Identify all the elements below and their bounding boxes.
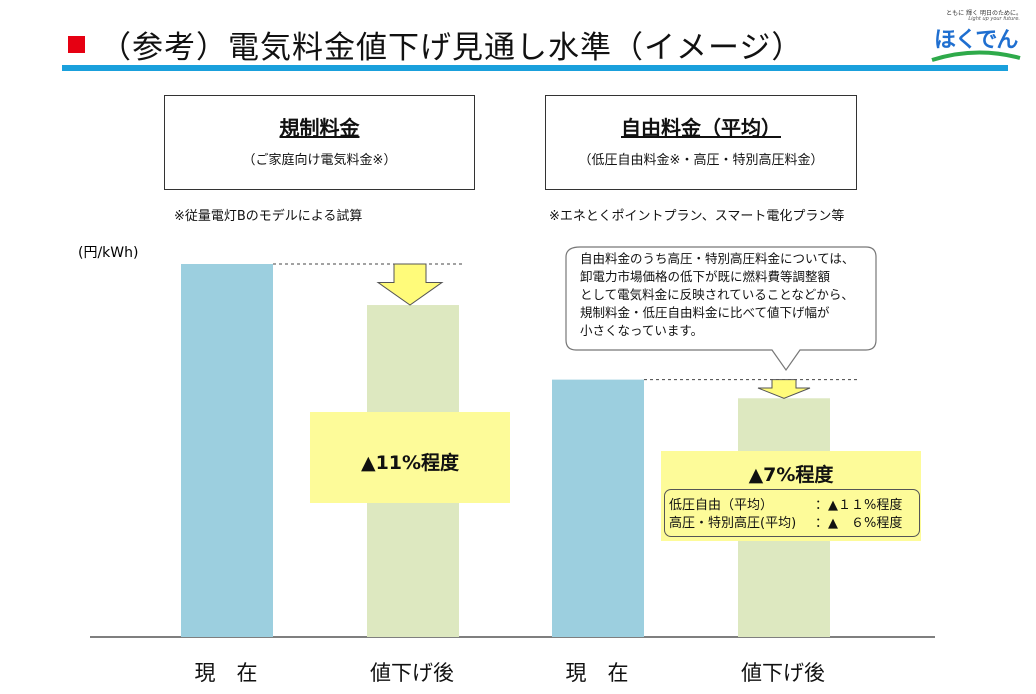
callout-line: 小さくなっています。 xyxy=(580,323,704,338)
liberalized-reduction-value: ▲7%程度 xyxy=(748,464,834,486)
down-arrow-liberalized-icon xyxy=(757,379,811,399)
logo-tagline: ともに 輝く 明日のために。 xyxy=(946,10,1022,17)
x-tick-label: 値下げ後 xyxy=(741,661,825,685)
x-tick-label: 現 在 xyxy=(565,661,629,685)
reduction-detail-box: 低圧自由（平均） ：▲１１%程度 高圧・特別高圧(平均) ：▲ ６%程度 xyxy=(664,489,920,537)
regulated-heading: 規制料金 xyxy=(279,116,360,140)
callout-text: 自由料金のうち高圧・特別高圧料金については、 卸電力市場価格の低下が既に燃料費等… xyxy=(580,250,860,340)
logo-brand: ほくでん xyxy=(934,28,1018,53)
liberalized-heading: 自由料金（平均） xyxy=(621,116,781,140)
down-arrow-regulated-icon xyxy=(376,263,444,306)
detail-label-high-voltage: 高圧・特別高圧(平均) xyxy=(669,516,797,531)
liberalized-note: ※エネとくポイントプラン、スマート電化プラン等 xyxy=(549,209,845,224)
logo-swoosh-icon xyxy=(931,50,1021,62)
callout-line: 自由料金のうち高圧・特別高圧料金については、 xyxy=(580,251,855,266)
liberalized-subheading: （低圧自由料金※・高圧・特別高圧料金） xyxy=(578,153,824,168)
detail-value-high-voltage: ：▲ ６%程度 xyxy=(815,516,903,531)
x-tick-label: 現 在 xyxy=(194,661,258,685)
liberalized-reduction-box: ▲7%程度 低圧自由（平均） ：▲１１%程度 高圧・特別高圧(平均) ：▲ ６%… xyxy=(661,451,921,541)
regulated-subheading: （ご家庭向け電気料金※） xyxy=(242,153,397,168)
page-title: （参考）電気料金値下げ見通し水準（イメージ） xyxy=(100,30,804,66)
callout-line: 卸電力市場価格の低下が既に燃料費等調整額 xyxy=(580,269,831,284)
callout-line: として電気料金に反映されていることなどから、 xyxy=(580,287,854,302)
regulated-reduction-value: ▲11%程度 xyxy=(360,452,460,474)
callout-bubble xyxy=(565,246,877,372)
regulated-reduction-box: ▲11%程度 xyxy=(310,412,510,503)
logo-tagline-en: Light up your future. xyxy=(968,16,1020,22)
detail-label-low-voltage: 低圧自由（平均） xyxy=(669,498,774,513)
y-axis-label: (円/kWh) xyxy=(78,245,138,261)
hokuden-logo: ともに 輝く 明日のために。 Light up your future. ほくで… xyxy=(922,6,1026,64)
title-rule xyxy=(62,65,1008,71)
callout-line: 規制料金・低圧自由料金に比べて値下げ幅が xyxy=(580,305,830,320)
x-tick-label: 値下げ後 xyxy=(370,661,454,685)
regulated-header-box: 規制料金 （ご家庭向け電気料金※） xyxy=(164,95,475,190)
regulated-note: ※従量電灯Bのモデルによる試算 xyxy=(174,209,363,224)
title-marker xyxy=(68,36,85,53)
liberalized-header-box: 自由料金（平均） （低圧自由料金※・高圧・特別高圧料金） xyxy=(545,95,857,190)
bar xyxy=(552,379,644,637)
bar xyxy=(181,264,273,637)
detail-value-low-voltage: ：▲１１%程度 xyxy=(815,498,903,513)
